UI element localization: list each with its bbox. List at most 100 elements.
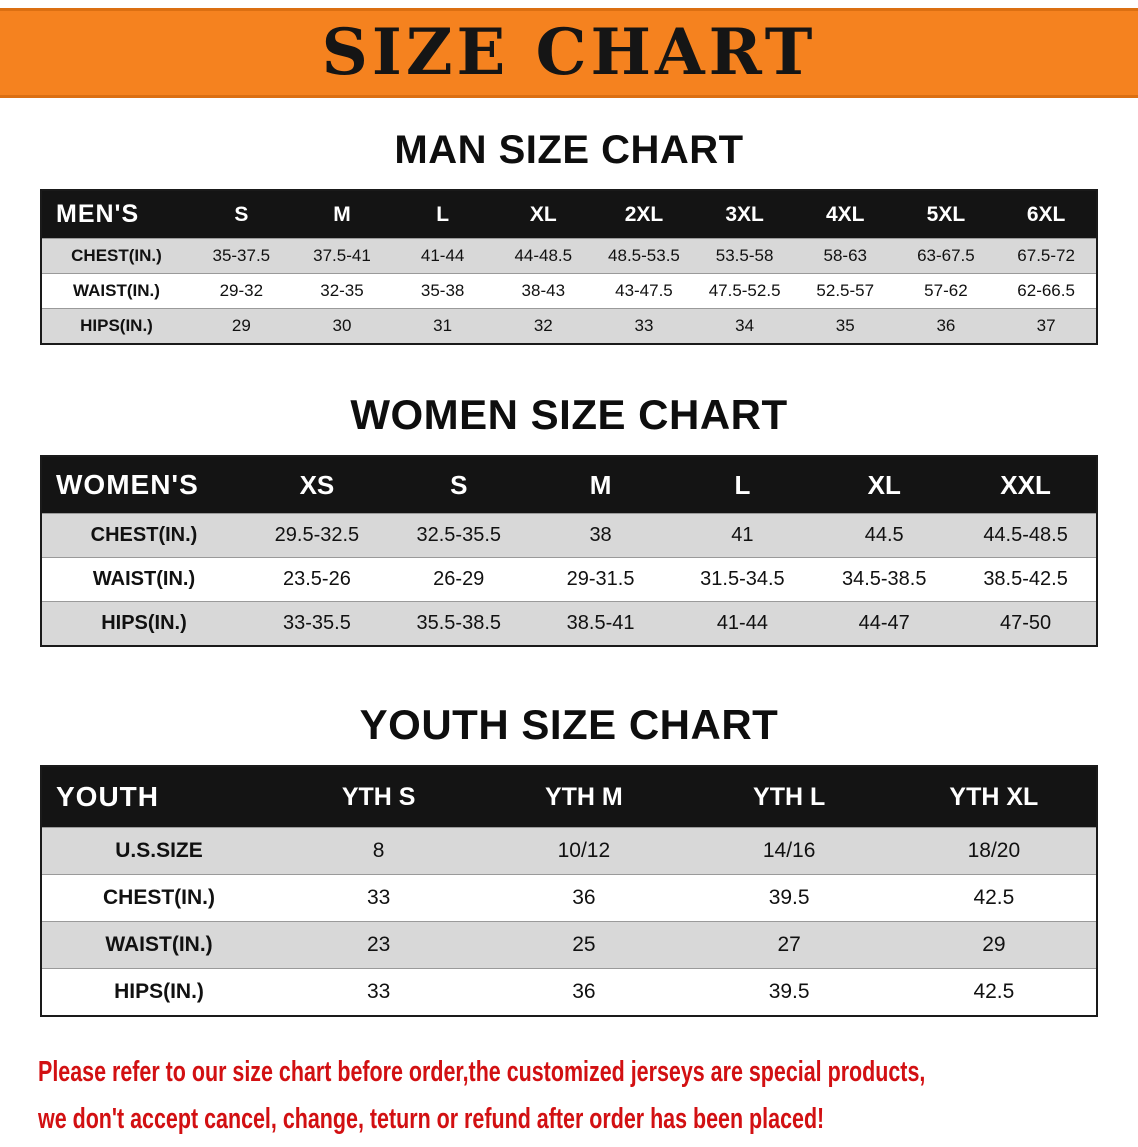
table-cell: 35-38 — [420, 281, 465, 300]
disclaimer-line-2: we don't accept cancel, change, teturn o… — [38, 1103, 825, 1136]
table-cell: 38.5-42.5 — [983, 568, 1068, 590]
table-cell: 44.5 — [864, 524, 904, 546]
section-youth: YOUTH SIZE CHART YOUTH YTH S YTH M YTH L YTH… — [0, 701, 1138, 1017]
table-cell: 58-63 — [823, 246, 867, 265]
table-cell: 36 — [936, 316, 956, 335]
row-label: HIPS(IN.) — [114, 980, 204, 1003]
section-men: MAN SIZE CHART MEN'S S M L XL 2XL 3XL 4XL 5XL 6XL… — [0, 128, 1138, 345]
size-column-header: 4XL — [794, 190, 896, 239]
table-cell: 32-35 — [320, 281, 364, 300]
size-column-header: M — [291, 190, 393, 239]
row-label: HIPS(IN.) — [80, 316, 153, 335]
table-row: HIPS(IN.) 33-35.5 35.5-38.5 38.5-41 41-44 44-… — [41, 601, 1097, 646]
table-cell: 62-66.5 — [1017, 281, 1075, 300]
table-cell: 37.5-41 — [313, 246, 371, 265]
row-label: WAIST(IN.) — [73, 281, 160, 300]
table-cell: 34.5-38.5 — [841, 568, 927, 590]
table-cell: 67.5-72 — [1017, 246, 1075, 265]
row-label: WAIST(IN.) — [105, 933, 213, 956]
table-cell: 29-32 — [219, 281, 264, 300]
table-cell: 29.5-32.5 — [274, 524, 360, 546]
size-column-header: S — [191, 190, 292, 239]
table-group-label: WOMEN'S — [41, 456, 246, 514]
table-group-label: YOUTH — [41, 766, 276, 828]
disclaimer-line-1: Please refer to our size chart before or… — [38, 1056, 926, 1088]
table-cell: 39.5 — [768, 886, 810, 909]
page-title: SIZE CHART — [321, 15, 817, 90]
table-cell: 18/20 — [967, 839, 1021, 862]
table-row: HIPS(IN.) 29 30 31 32 33 34 35 36 37 — [41, 308, 1097, 344]
table-cell: 31.5-34.5 — [700, 568, 785, 590]
table-row: WAIST(IN.) 23.5-26 26-29 29-31.5 31.5-34.5 34… — [41, 557, 1097, 602]
table-row: CHEST(IN.) 29.5-32.5 32.5-35.5 38 41 44.5 44.5… — [41, 513, 1097, 558]
disclaimer: Please refer to our size chart before or… — [38, 1053, 1113, 1139]
table-cell: 30 — [332, 316, 352, 335]
size-column-header: XXL — [955, 456, 1097, 514]
table-header-row: YOUTH YTH S YTH M YTH L YTH XL — [41, 766, 1097, 828]
table-cell: 26-29 — [433, 568, 485, 590]
table-cell: 38-43 — [521, 281, 566, 300]
table-cell: 48.5-53.5 — [608, 246, 680, 265]
table-cell: 10/12 — [557, 839, 611, 862]
size-column-header: XL — [492, 190, 594, 239]
table-cell: 29 — [231, 316, 251, 335]
size-column-header: XL — [813, 456, 956, 514]
size-column-header: YTH XL — [891, 766, 1097, 828]
row-label: HIPS(IN.) — [101, 612, 187, 634]
size-column-header: M — [529, 456, 672, 514]
table-cell: 36 — [572, 886, 596, 909]
size-column-header: 3XL — [694, 190, 795, 239]
row-label: CHEST(IN.) — [71, 246, 162, 265]
table-cell: 41-44 — [716, 612, 768, 634]
table-cell: 47-50 — [999, 612, 1052, 634]
size-column-header: L — [671, 456, 814, 514]
size-column-header: 2XL — [593, 190, 695, 239]
table-cell: 42.5 — [973, 886, 1015, 909]
table-cell: 52.5-57 — [816, 281, 875, 300]
table-cell: 29 — [982, 933, 1006, 956]
table-cell: 23.5-26 — [282, 568, 351, 590]
size-column-header: L — [392, 190, 493, 239]
table-cell: 47.5-52.5 — [708, 281, 781, 300]
men-section-heading: MAN SIZE CHART — [394, 128, 744, 172]
table-header-row: MEN'S S M L XL 2XL 3XL 4XL 5XL 6XL — [41, 190, 1097, 239]
table-cell: 32 — [533, 316, 553, 335]
women-size-table: WOMEN'S XS S M L XL XXL CHEST(IN.) 29.5-32.5 32.5… — [40, 455, 1098, 647]
table-cell: 39.5 — [768, 980, 810, 1003]
table-cell: 38 — [589, 524, 612, 546]
table-cell: 44-47 — [858, 612, 910, 634]
table-cell: 44-48.5 — [514, 246, 573, 265]
table-row: CHEST(IN.) 35-37.5 37.5-41 41-44 44-48.5 48.5… — [41, 238, 1097, 274]
table-row: HIPS(IN.) 33 36 39.5 42.5 — [41, 968, 1097, 1016]
table-header-row: WOMEN'S XS S M L XL XXL — [41, 456, 1097, 514]
table-cell: 35-37.5 — [212, 246, 271, 265]
table-row: WAIST(IN.) 23 25 27 29 — [41, 921, 1097, 969]
table-cell: 33 — [634, 316, 654, 335]
table-cell: 27 — [777, 933, 801, 956]
table-cell: 38.5-41 — [566, 612, 635, 634]
table-cell: 41-44 — [420, 246, 465, 265]
size-column-header: YTH L — [686, 766, 892, 828]
table-cell: 57-62 — [924, 281, 968, 300]
size-column-header: 6XL — [996, 190, 1097, 239]
section-women: WOMEN SIZE CHART WOMEN'S XS S M L XL XXL CHEST(… — [0, 391, 1138, 647]
table-cell: 36 — [572, 980, 596, 1003]
table-cell: 33-35.5 — [282, 612, 351, 634]
table-cell: 37 — [1036, 316, 1056, 335]
row-label: U.S.SIZE — [115, 839, 203, 862]
table-cell: 31 — [433, 316, 453, 335]
table-cell: 44.5-48.5 — [983, 524, 1068, 546]
table-group-label: MEN'S — [41, 190, 191, 239]
table-cell: 25 — [572, 933, 596, 956]
row-label: WAIST(IN.) — [92, 568, 196, 590]
table-row: U.S.SIZE 8 10/12 14/16 18/20 — [41, 827, 1097, 875]
row-label: CHEST(IN.) — [90, 524, 198, 546]
men-size-table: MEN'S S M L XL 2XL 3XL 4XL 5XL 6XL CHEST(IN.) 35-37… — [40, 189, 1098, 345]
table-row: WAIST(IN.) 29-32 32-35 35-38 38-43 43-47.5 47.… — [41, 273, 1097, 309]
table-cell: 23 — [366, 933, 391, 956]
banner: SIZE CHART — [0, 8, 1138, 98]
table-cell: 42.5 — [973, 980, 1015, 1003]
size-column-header: YTH S — [276, 766, 482, 828]
table-cell: 33 — [366, 886, 391, 909]
